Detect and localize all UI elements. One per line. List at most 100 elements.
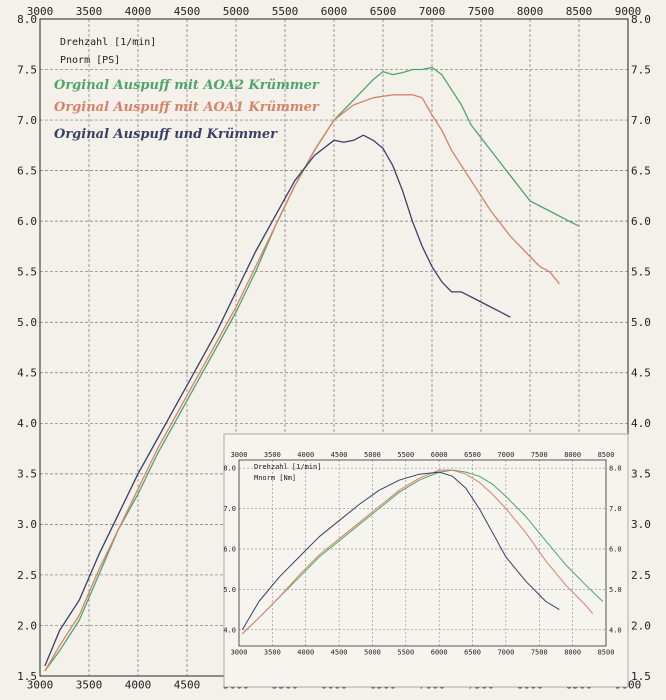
y-tick-label-left: 6.5 <box>17 164 37 177</box>
x-tick-label-bottom: 3500 <box>76 678 103 691</box>
x-tick-label-top: 4500 <box>174 5 201 18</box>
x-tick-label-top: 4000 <box>125 5 152 18</box>
y-tick-label-right: 4.0 <box>631 417 651 430</box>
y-tick-label-right: 6.5 <box>631 164 651 177</box>
series-line-1 <box>44 94 560 672</box>
y-tick-label-left: 2.5 <box>17 569 37 582</box>
x-tick-label-top: 5000 <box>364 451 381 459</box>
inset-series-lines <box>241 469 604 635</box>
y-tick-label-left: 5.0 <box>17 316 37 329</box>
x-tick-label-bottom: 4500 <box>331 648 348 656</box>
y-tick-label-right: 8.0 <box>631 13 651 26</box>
y-tick-label-left: 7.5 <box>17 63 37 76</box>
main-axis-label-line-1: Drehzahl [1/min] <box>60 37 156 48</box>
main-y-tick-labels-left: 1.5 2.0 2.5 3.0 3.5 4.0 4.5 5.0 5.5 6.0 6.5 7.0 7.5 8… <box>17 13 37 683</box>
x-tick-label-top: 7500 <box>531 451 548 459</box>
x-tick-label-top: 4500 <box>331 451 348 459</box>
x-tick-label-top: 3500 <box>76 5 103 18</box>
legend-entry-aoa1: Orginal Auspuff mit AOA1 Krümmer <box>54 100 320 115</box>
main-x-tick-labels-top: 3000 3500 4000 4500 5000 5500 6000 6500 7000 7500… <box>27 5 642 18</box>
inset-y-tick-labels-left: 4.0 5.0 6.0 7.0 8.0 <box>223 465 236 635</box>
x-tick-label-bottom: 3000 <box>27 678 54 691</box>
inset-x-tick-labels-top: 3000 3500 4000 4500 5000 5500 6000 6500 7000 7500… <box>231 451 615 459</box>
inset-x-tick-labels-bottom: 3000 3500 4000 4500 5000 5500 6000 6500 7000 7500… <box>231 648 615 656</box>
main-legend: Orginal Auspuff mit AOA2 Krümmer Orginal… <box>54 78 320 142</box>
y-tick-label-right: 4.5 <box>631 367 651 380</box>
x-tick-label-top: 5500 <box>272 5 299 18</box>
y-tick-label-right: 2.5 <box>631 569 651 582</box>
x-tick-label-bottom: 7500 <box>531 648 548 656</box>
inset-axis-label-line-2: Mnorm [Nm] <box>254 474 296 482</box>
main-y-tick-labels-right: 1.5 2.0 2.5 3.0 3.5 4.0 4.5 5.0 5.5 6.0 6.5 7.0 7.5 8… <box>631 13 651 683</box>
y-tick-label-right: 7.5 <box>631 63 651 76</box>
x-tick-label-bottom: 8000 <box>564 648 581 656</box>
legend-entry-original: Orginal Auspuff und Krümmer <box>54 127 278 142</box>
inset-torque-chart: 3000 3500 4000 4500 5000 5500 6000 6500 7000 7500… <box>223 433 629 688</box>
y-tick-label-right: 3.0 <box>631 518 651 531</box>
y-tick-label-right: 7.0 <box>609 505 622 513</box>
x-tick-label-top: 6500 <box>464 451 481 459</box>
x-tick-label-bottom: 4000 <box>125 678 152 691</box>
series-line-2 <box>44 134 511 667</box>
main-axis-label-line-2: Pnorm [PS] <box>60 55 120 66</box>
y-tick-label-left: 5.5 <box>17 266 37 279</box>
x-tick-label-top: 8000 <box>517 5 544 18</box>
x-tick-label-top: 7000 <box>419 5 446 18</box>
y-tick-label-left: 7.0 <box>17 114 37 127</box>
y-tick-label-right: 6.0 <box>609 545 622 553</box>
x-tick-label-top: 8500 <box>566 5 593 18</box>
y-tick-label-right: 5.0 <box>631 316 651 329</box>
x-tick-label-top: 3500 <box>264 451 281 459</box>
x-tick-label-bottom: 7000 <box>497 648 514 656</box>
y-tick-label-right: 4.0 <box>609 626 622 634</box>
x-tick-label-bottom: 4500 <box>174 678 201 691</box>
x-tick-label-top: 3000 <box>231 451 248 459</box>
x-tick-label-bottom: 5000 <box>364 648 381 656</box>
y-tick-label-left: 8.0 <box>223 465 236 473</box>
series-line-0 <box>44 66 580 672</box>
y-tick-label-right: 1.5 <box>631 670 651 683</box>
y-tick-label-right: 2.0 <box>631 619 651 632</box>
x-tick-label-top: 5500 <box>397 451 414 459</box>
y-tick-label-left: 3.5 <box>17 468 37 481</box>
x-tick-label-top: 6000 <box>321 5 348 18</box>
y-tick-label-right: 5.0 <box>609 586 622 594</box>
inset-y-tick-labels-right: 4.0 5.0 6.0 7.0 8.0 <box>609 465 622 635</box>
y-tick-label-right: 8.0 <box>609 465 622 473</box>
y-tick-label-right: 6.0 <box>631 215 651 228</box>
x-tick-label-top: 6500 <box>370 5 397 18</box>
y-tick-label-right: 3.5 <box>631 468 651 481</box>
y-tick-label-left: 7.0 <box>223 505 236 513</box>
x-tick-label-top: 4000 <box>297 451 314 459</box>
y-tick-label-right: 5.5 <box>631 266 651 279</box>
x-tick-label-top: 8000 <box>564 451 581 459</box>
x-tick-label-top: 6000 <box>431 451 448 459</box>
x-tick-label-top: 5000 <box>223 5 250 18</box>
series-line-2 <box>241 471 560 631</box>
y-tick-label-left: 8.0 <box>17 13 37 26</box>
x-tick-label-bottom: 5500 <box>397 648 414 656</box>
y-tick-label-left: 4.0 <box>17 417 37 430</box>
inset-axis-label-line-1: Drehzahl [1/min] <box>254 463 321 471</box>
x-tick-label-bottom: 6500 <box>464 648 481 656</box>
y-tick-label-left: 3.0 <box>17 518 37 531</box>
x-tick-label-bottom: 3000 <box>231 648 248 656</box>
series-line-1 <box>241 469 594 635</box>
y-tick-label-left: 4.5 <box>17 367 37 380</box>
main-axis-label-box: Drehzahl [1/min] Pnorm [PS] <box>60 37 156 66</box>
x-tick-label-top: 9000 <box>615 5 642 18</box>
y-tick-label-right: 7.0 <box>631 114 651 127</box>
y-tick-label-left: 6.0 <box>223 545 236 553</box>
x-tick-label-bottom: 4000 <box>297 648 314 656</box>
inset-plot-frame <box>238 459 607 647</box>
legend-entry-aoa2: Orginal Auspuff mit AOA2 Krümmer <box>54 78 320 93</box>
y-tick-label-left: 6.0 <box>17 215 37 228</box>
y-tick-label-left: 1.5 <box>17 670 37 683</box>
x-tick-label-top: 3000 <box>27 5 54 18</box>
x-tick-label-bottom: 8500 <box>598 648 615 656</box>
main-series-lines <box>44 66 580 672</box>
x-tick-label-bottom: 3500 <box>264 648 281 656</box>
x-tick-label-top: 7000 <box>497 451 514 459</box>
x-tick-label-top: 8500 <box>598 451 615 459</box>
